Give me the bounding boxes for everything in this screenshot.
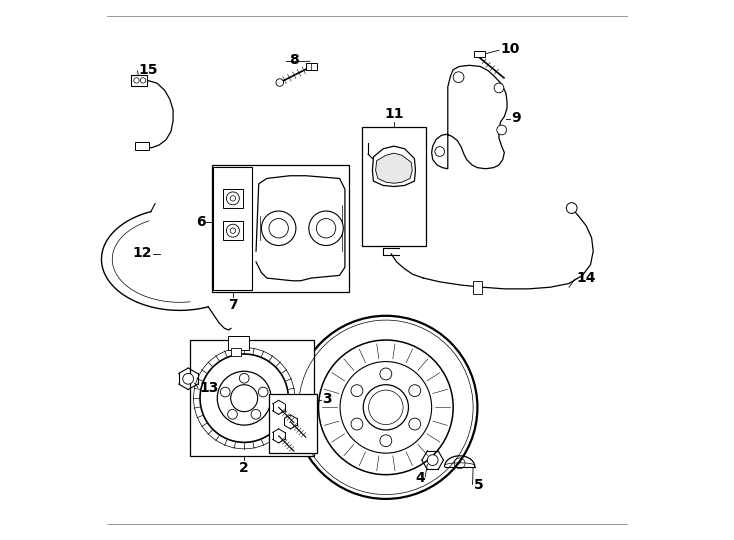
Bar <box>231 348 241 356</box>
Bar <box>362 127 426 246</box>
Text: 10: 10 <box>501 42 520 56</box>
Circle shape <box>230 195 236 201</box>
Circle shape <box>363 384 409 430</box>
Bar <box>131 75 148 86</box>
Circle shape <box>183 374 194 384</box>
Circle shape <box>494 83 504 93</box>
Text: 4: 4 <box>415 471 425 485</box>
Bar <box>473 51 485 57</box>
Bar <box>269 394 317 453</box>
Circle shape <box>435 147 445 157</box>
Circle shape <box>294 316 477 499</box>
Circle shape <box>200 354 288 442</box>
Circle shape <box>261 211 296 246</box>
Circle shape <box>427 455 438 465</box>
Circle shape <box>239 374 249 383</box>
Bar <box>212 165 349 292</box>
Text: 3: 3 <box>321 392 331 406</box>
Text: 9: 9 <box>512 111 521 125</box>
Text: 5: 5 <box>473 478 484 492</box>
Circle shape <box>226 192 239 205</box>
Text: 12: 12 <box>132 246 151 260</box>
Circle shape <box>309 211 344 246</box>
Circle shape <box>194 348 295 449</box>
Circle shape <box>220 387 230 397</box>
Text: 11: 11 <box>384 107 404 121</box>
Text: 8: 8 <box>289 53 299 67</box>
Circle shape <box>140 78 145 83</box>
Text: 15: 15 <box>138 63 158 77</box>
Polygon shape <box>372 146 415 186</box>
Text: 6: 6 <box>196 215 206 229</box>
Bar <box>223 221 242 240</box>
Text: 7: 7 <box>228 298 238 312</box>
Bar <box>214 166 252 290</box>
Circle shape <box>251 409 261 419</box>
Bar <box>305 63 317 70</box>
Bar <box>223 188 242 208</box>
Text: 13: 13 <box>199 381 218 395</box>
Circle shape <box>269 219 288 238</box>
Bar <box>473 281 482 294</box>
Circle shape <box>226 224 239 237</box>
Circle shape <box>453 72 464 83</box>
Circle shape <box>228 409 237 419</box>
Circle shape <box>230 384 258 411</box>
Circle shape <box>351 418 363 430</box>
Circle shape <box>351 384 363 396</box>
Text: 2: 2 <box>239 461 249 475</box>
Polygon shape <box>376 153 413 183</box>
Circle shape <box>230 228 236 233</box>
Circle shape <box>134 78 139 83</box>
Bar <box>228 336 249 350</box>
Circle shape <box>409 418 421 430</box>
Circle shape <box>380 435 392 447</box>
Circle shape <box>380 368 392 380</box>
Circle shape <box>567 202 577 213</box>
Circle shape <box>276 79 283 86</box>
Circle shape <box>258 387 268 397</box>
Polygon shape <box>432 65 507 168</box>
Circle shape <box>217 372 271 425</box>
Bar <box>190 340 314 456</box>
Circle shape <box>409 384 421 396</box>
Bar <box>135 143 149 151</box>
Circle shape <box>316 219 335 238</box>
Text: 14: 14 <box>576 271 595 285</box>
Circle shape <box>497 125 506 135</box>
